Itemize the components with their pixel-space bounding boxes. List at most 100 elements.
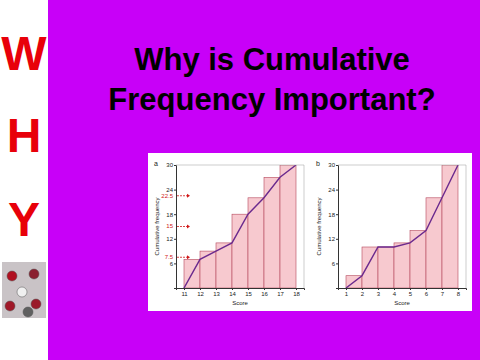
- x-tick-label: 1: [345, 291, 349, 297]
- frame: [466, 165, 467, 288]
- bar: [426, 198, 442, 288]
- x-tick-mark: [296, 288, 297, 290]
- side-letter: Y: [8, 193, 40, 246]
- side-letter: W: [1, 27, 47, 80]
- frame: [304, 165, 305, 288]
- annotation-arrowhead: [187, 255, 190, 259]
- chart: 612182430111213141516171822.5157.5aCumul…: [154, 160, 305, 306]
- x-axis: 1 2 3 4 5 6 7 8: [339, 288, 467, 297]
- x-tick-mark: [458, 288, 459, 290]
- x-tick: 13: [213, 288, 220, 297]
- side-strip: [0, 0, 48, 360]
- y-tick-mark: [336, 214, 338, 215]
- y-tick: 6: [170, 261, 176, 267]
- x-tick-mark: [184, 288, 185, 290]
- y-tick: 24: [328, 187, 338, 193]
- x-tick-label: 15: [245, 291, 252, 297]
- x-tick: 7: [441, 288, 445, 297]
- y-axis-line: [174, 166, 177, 289]
- y-tick-mark: [174, 165, 176, 166]
- y-tick-label: 6: [170, 261, 174, 267]
- x-tick-mark: [410, 288, 411, 290]
- photo-bead: [31, 299, 41, 309]
- x-tick-label: 8: [457, 291, 461, 297]
- y-tick: 12: [166, 236, 176, 242]
- y-tick-label: 6: [332, 261, 336, 267]
- x-tick: 6: [425, 288, 429, 297]
- thumbnail: WHYWhy is CumulativeFrequency Important?…: [0, 0, 480, 360]
- x-tick-mark: [264, 288, 265, 290]
- y-tick-mark: [174, 263, 176, 264]
- x-tick: 8: [457, 288, 461, 297]
- x-tick-label: 13: [213, 291, 220, 297]
- x-tick-mark: [232, 288, 233, 290]
- photo-bead: [17, 287, 27, 297]
- x-tick-label: 6: [425, 291, 429, 297]
- x-tick: 12: [197, 288, 204, 297]
- x-tick-label: 5: [409, 291, 413, 297]
- y-tick-mark: [336, 263, 338, 264]
- x-tick-label: 18: [293, 291, 300, 297]
- y-tick-label: 12: [328, 236, 335, 242]
- annotation-arrowhead: [187, 194, 190, 198]
- y-tick-label: 30: [328, 162, 335, 168]
- annotation-arrowhead: [187, 225, 190, 229]
- chart: 61218243012345678bCumulative frequencySc…: [316, 160, 467, 306]
- x-tick: 2: [361, 288, 365, 297]
- photo-bead: [7, 271, 17, 281]
- x-tick-label: 3: [377, 291, 381, 297]
- y-tick-label: 18: [166, 212, 173, 218]
- x-axis-line: [177, 289, 305, 291]
- annotation-arrow: [177, 226, 187, 227]
- annotation-label: 15: [166, 223, 173, 229]
- y-tick-label: 24: [328, 187, 335, 193]
- y-tick: 18: [328, 212, 338, 218]
- y-tick-label: 18: [328, 212, 335, 218]
- x-axis-title: Score: [232, 300, 248, 306]
- x-axis-title: Score: [394, 300, 410, 306]
- bar: [200, 251, 216, 288]
- side-letter: H: [7, 109, 42, 162]
- y-tick-mark: [174, 239, 176, 240]
- y-tick-mark: [336, 190, 338, 191]
- line: [346, 165, 458, 288]
- y-tick-mark: [336, 239, 338, 240]
- x-tick-mark: [426, 288, 427, 290]
- bar: [442, 165, 458, 288]
- x-tick: 4: [393, 288, 397, 297]
- y-axis-line: [336, 166, 339, 289]
- plot-area: [184, 165, 296, 288]
- photo-background: [2, 262, 46, 318]
- bar: [176, 288, 184, 289]
- x-tick: 16: [261, 288, 268, 297]
- photo-bead: [23, 307, 33, 317]
- x-tick-label: 4: [393, 291, 397, 297]
- x-tick-label: 2: [361, 291, 365, 297]
- bar: [338, 288, 346, 289]
- background: [0, 0, 480, 360]
- x-tick-mark: [248, 288, 249, 290]
- y-tick: 12: [328, 236, 338, 242]
- y-tick-mark: [336, 165, 338, 166]
- y-tick: 30: [328, 162, 338, 168]
- frame: [338, 165, 466, 166]
- bar: [362, 247, 378, 288]
- bar: [394, 243, 410, 288]
- y-tick: 18: [166, 212, 176, 218]
- x-tick-mark: [216, 288, 217, 290]
- x-tick: 11: [181, 288, 188, 297]
- y-tick-label: 30: [166, 162, 173, 168]
- title: Why is Cumulative: [134, 42, 410, 77]
- x-tick-label: 12: [197, 291, 204, 297]
- bar: [410, 231, 426, 288]
- photo: [2, 262, 46, 318]
- annotation-arrow: [177, 257, 187, 258]
- x-tick: 18: [293, 288, 300, 297]
- annotation-label: 7.5: [165, 254, 174, 260]
- x-tick-mark: [200, 288, 201, 290]
- x-tick-label: 7: [441, 291, 445, 297]
- y-tick: 6: [332, 261, 338, 267]
- x-tick: 17: [277, 288, 284, 297]
- y-tick-mark: [174, 190, 176, 191]
- annotation-label: 22.5: [161, 193, 173, 199]
